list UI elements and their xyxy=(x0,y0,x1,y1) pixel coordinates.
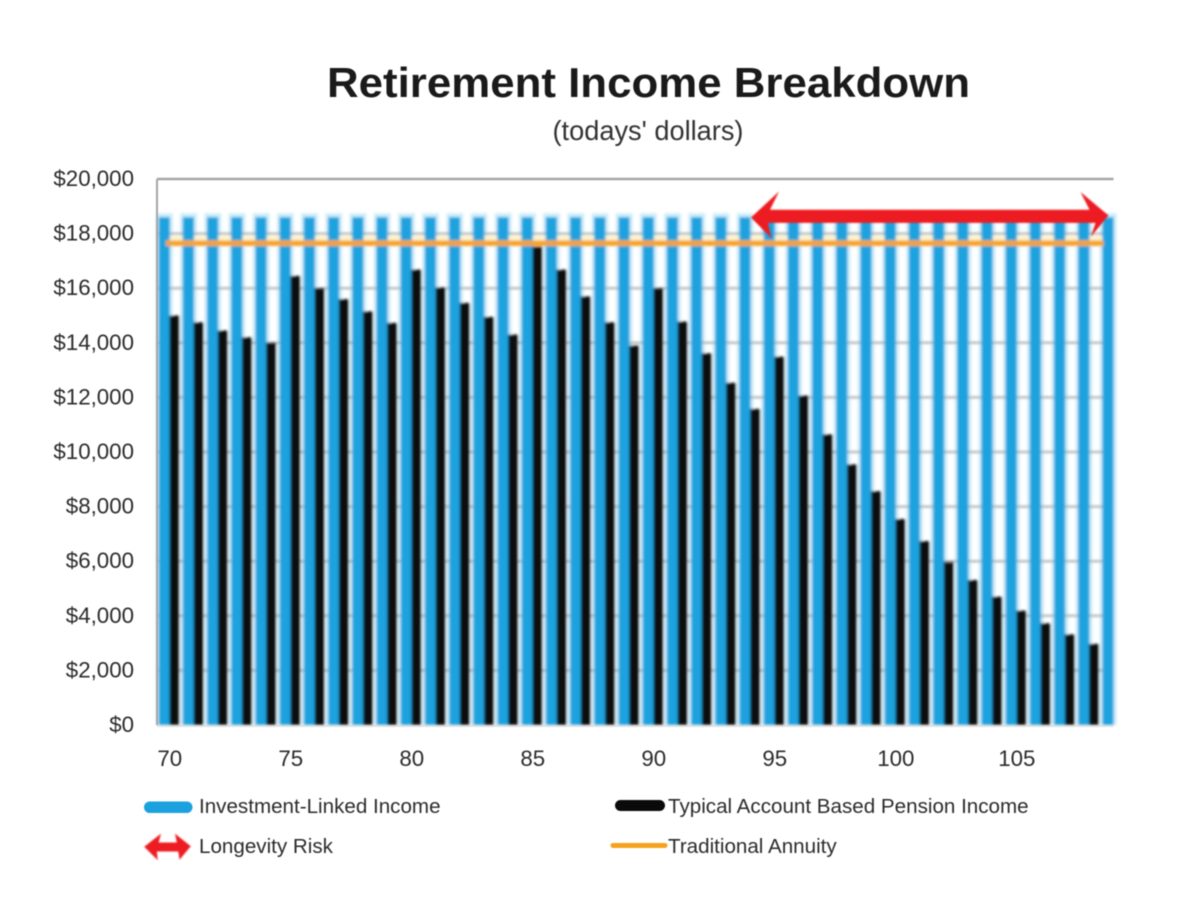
svg-text:$10,000: $10,000 xyxy=(53,439,134,464)
svg-text:$2,000: $2,000 xyxy=(66,657,134,682)
svg-text:Typical Account Based Pension: Typical Account Based Pension Income xyxy=(668,795,1029,818)
svg-text:Longevity Risk: Longevity Risk xyxy=(199,835,334,858)
svg-text:85: 85 xyxy=(520,746,545,771)
svg-text:105: 105 xyxy=(998,746,1035,771)
svg-text:95: 95 xyxy=(762,746,787,771)
svg-text:(todays' dollars): (todays' dollars) xyxy=(553,115,744,146)
svg-text:$6,000: $6,000 xyxy=(66,548,134,573)
svg-text:Retirement Income Breakdown: Retirement Income Breakdown xyxy=(327,59,970,106)
svg-text:100: 100 xyxy=(877,746,914,771)
svg-text:$18,000: $18,000 xyxy=(53,221,134,246)
svg-text:70: 70 xyxy=(157,746,182,771)
svg-text:75: 75 xyxy=(278,746,303,771)
svg-text:$8,000: $8,000 xyxy=(66,494,134,519)
svg-text:$0: $0 xyxy=(109,712,134,737)
svg-text:Investment-Linked Income: Investment-Linked Income xyxy=(199,795,441,818)
svg-text:$12,000: $12,000 xyxy=(53,384,134,409)
svg-text:Traditional Annuity: Traditional Annuity xyxy=(668,835,837,858)
svg-text:80: 80 xyxy=(399,746,424,771)
svg-text:$4,000: $4,000 xyxy=(66,603,134,628)
svg-text:$20,000: $20,000 xyxy=(53,166,134,191)
svg-text:90: 90 xyxy=(641,746,666,771)
svg-text:$16,000: $16,000 xyxy=(53,275,134,300)
svg-text:$14,000: $14,000 xyxy=(53,330,134,355)
